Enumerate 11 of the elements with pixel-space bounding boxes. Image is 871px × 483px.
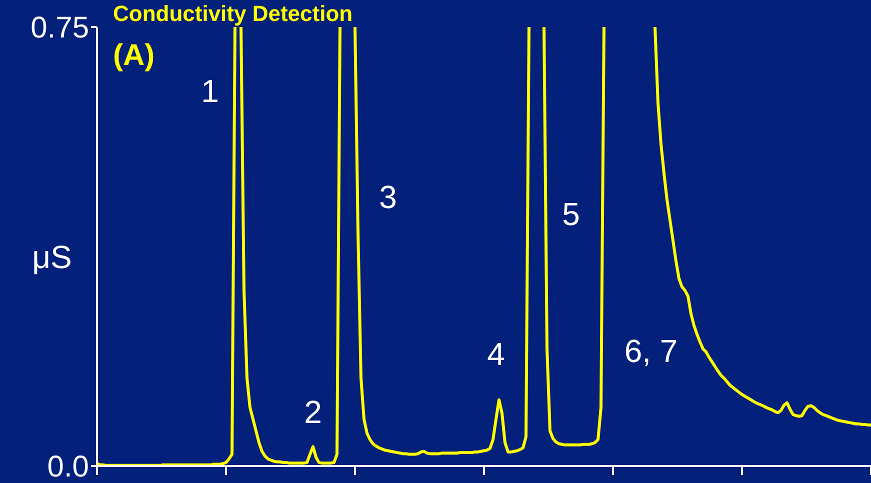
y-axis-title: μS: [32, 239, 72, 275]
y-tick-label: 0.75: [30, 12, 89, 45]
chart-title: Conductivity Detection: [113, 1, 353, 26]
annotation: (A): [113, 39, 155, 72]
annotation: 5: [562, 196, 580, 232]
annotation: 1: [201, 73, 219, 109]
annotation: 6, 7: [624, 333, 678, 369]
annotation: 2: [304, 394, 322, 430]
y-tick-label: 0.0: [47, 450, 89, 483]
annotation: 4: [487, 336, 505, 372]
annotation: 3: [379, 179, 397, 215]
